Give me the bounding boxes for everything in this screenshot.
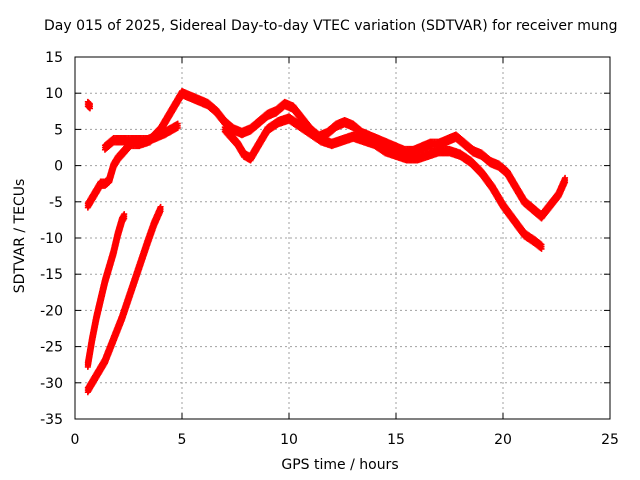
x-tick-label: 0	[71, 432, 80, 448]
series-trace-main-lower	[221, 113, 545, 252]
series-trace-upper-branch	[101, 120, 181, 153]
data-point	[562, 179, 569, 186]
x-tick-label: 25	[601, 432, 619, 448]
x-tick-label: 15	[387, 432, 405, 448]
y-tick-label: -30	[40, 376, 63, 392]
y-tick-label: 10	[45, 86, 63, 102]
axis-tick-labels: 0 5 10 15 20 25 15 10 5 0 -5 -10 -15 -20 -25 -30 -35	[40, 50, 619, 448]
data-point	[157, 208, 164, 215]
y-tick-label: -10	[40, 231, 63, 247]
series-trace-descent-left	[84, 211, 128, 370]
axis-ticks	[74, 56, 611, 420]
y-axis-label: SDTVAR / TECUs	[12, 178, 28, 294]
y-tick-label: -25	[40, 340, 63, 356]
x-axis-label: GPS time / hours	[281, 457, 399, 473]
y-tick-label: -35	[40, 412, 63, 428]
y-tick-label: -20	[40, 303, 63, 319]
series-trace-isolated	[84, 98, 93, 112]
x-tick-label: 10	[280, 432, 298, 448]
x-tick-label: 20	[494, 432, 512, 448]
data-point	[86, 105, 93, 112]
x-tick-label: 5	[178, 432, 187, 448]
data-points	[84, 88, 569, 396]
y-tick-label: 5	[54, 122, 63, 138]
data-point	[538, 245, 545, 252]
y-tick-label: 15	[45, 50, 63, 66]
data-point	[121, 215, 128, 222]
y-tick-label: -5	[49, 195, 63, 211]
y-tick-label: -15	[40, 267, 63, 283]
chart-title: Day 015 of 2025, Sidereal Day-to-day VTE…	[44, 18, 618, 34]
series-trace-descent-right	[84, 203, 164, 396]
y-tick-label: 0	[54, 159, 63, 175]
data-point	[174, 124, 181, 131]
